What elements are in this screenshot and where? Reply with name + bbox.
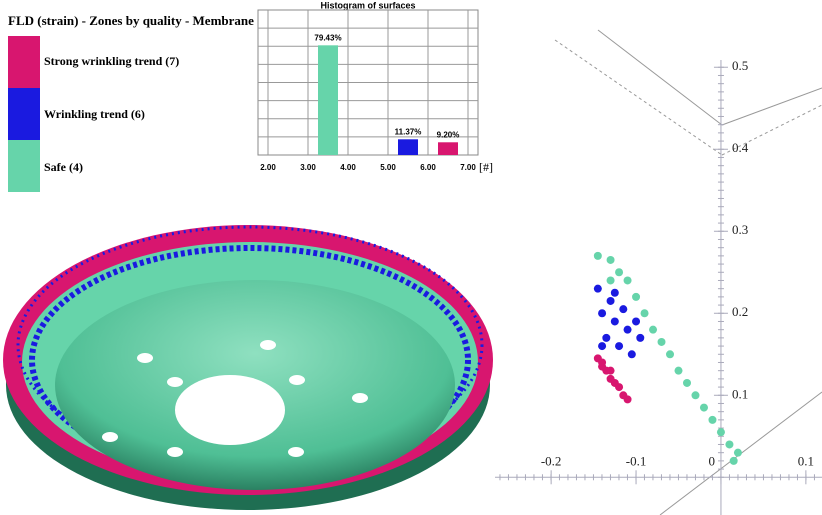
x-tick-label: 4.00 — [340, 163, 356, 172]
point — [649, 326, 657, 334]
x-tick-label: -0.1 — [626, 453, 647, 468]
bar — [438, 142, 458, 155]
x-tick-label: 0.1 — [798, 453, 814, 468]
point — [607, 297, 615, 305]
point — [734, 449, 742, 457]
y-tick-label: 0.5 — [732, 58, 748, 73]
y-tick-label: 0.1 — [732, 386, 748, 401]
histogram-title: Histogram of surfaces — [320, 0, 415, 10]
point — [658, 338, 666, 346]
canvas: FLD (strain) - Zones by quality - Membra… — [0, 0, 822, 515]
part-render — [3, 225, 493, 510]
point — [598, 342, 606, 350]
x-tick-label: 7.00 — [460, 163, 476, 172]
value-label: 9.20% — [437, 130, 460, 139]
legend-title: FLD (strain) - Zones by quality - Membra… — [8, 13, 254, 28]
point — [607, 367, 615, 375]
x-tick-label: 6.00 — [420, 163, 436, 172]
point — [717, 428, 725, 436]
point — [725, 440, 733, 448]
point — [594, 252, 602, 260]
bar — [318, 45, 338, 155]
legend-label: Strong wrinkling trend (7) — [44, 54, 179, 68]
point — [628, 350, 636, 358]
point — [598, 358, 606, 366]
point — [607, 256, 615, 264]
x-tick-label: -0.2 — [541, 453, 562, 468]
bar — [398, 139, 418, 155]
point — [615, 342, 623, 350]
point — [611, 317, 619, 325]
point — [632, 317, 640, 325]
point — [602, 334, 610, 342]
point — [598, 309, 606, 317]
legend-swatch — [8, 140, 40, 192]
point — [624, 395, 632, 403]
value-label: 79.43% — [314, 33, 341, 42]
screen: FLD (strain) - Zones by quality - Membra… — [0, 0, 822, 515]
value-label: 11.37% — [395, 127, 422, 136]
x-tick-label: 3.00 — [300, 163, 316, 172]
point — [666, 350, 674, 358]
x-tick-label: 5.00 — [380, 163, 396, 172]
point — [636, 334, 644, 342]
point — [611, 289, 619, 297]
point — [641, 309, 649, 317]
x-tick-label: 0 — [708, 453, 715, 468]
point — [675, 367, 683, 375]
legend-label: Safe (4) — [44, 160, 83, 174]
legend-swatch — [8, 36, 40, 88]
point — [624, 326, 632, 334]
point — [708, 416, 716, 424]
point — [730, 457, 738, 465]
y-tick-label: 0.2 — [732, 304, 748, 319]
point — [624, 276, 632, 284]
point — [632, 293, 640, 301]
reference-lines — [555, 30, 822, 515]
x-axis-label: [#] — [479, 160, 493, 174]
y-tick-label: 0.4 — [732, 140, 749, 155]
point — [594, 285, 602, 293]
point — [700, 404, 708, 412]
legend-swatch — [8, 88, 40, 140]
y-tick-label: 0.3 — [732, 222, 748, 237]
point — [615, 383, 623, 391]
point — [619, 305, 627, 313]
legend-label: Wrinkling trend (6) — [44, 107, 145, 121]
point — [607, 276, 615, 284]
point — [691, 391, 699, 399]
point — [683, 379, 691, 387]
x-tick-label: 2.00 — [260, 163, 276, 172]
point — [615, 268, 623, 276]
